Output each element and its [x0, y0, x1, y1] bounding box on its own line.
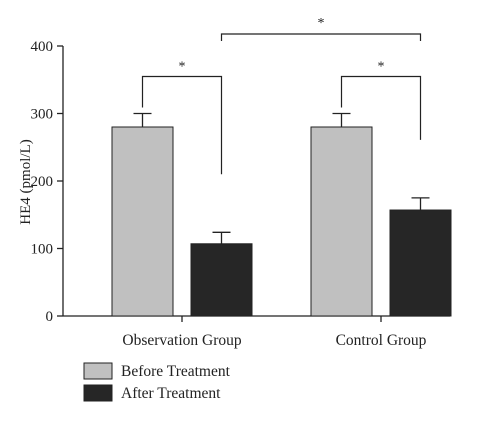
axes: 0 100 200 300 400 Observation Group Control Gr…	[31, 39, 450, 349]
significance-bracket	[141, 75, 223, 175]
significance-star: *	[378, 60, 385, 75]
legend-swatch	[83, 384, 113, 402]
bar	[310, 126, 373, 317]
significance-brackets: * * *	[141, 16, 422, 175]
bar	[389, 209, 452, 317]
legend: Before Treatment After Treatment	[83, 362, 231, 402]
x-tick-label: Observation Group	[122, 332, 241, 349]
legend-swatch	[83, 362, 113, 380]
bar	[111, 126, 174, 317]
y-tick-label: 200	[31, 174, 54, 190]
bar	[190, 243, 253, 317]
significance-star: *	[318, 16, 325, 31]
y-tick-label: 0	[46, 309, 54, 325]
significance-star: *	[179, 60, 186, 75]
significance-bracket	[340, 75, 422, 140]
y-axis-title: HE4 (pmol/L)	[18, 139, 34, 224]
y-tick-label: 100	[31, 242, 54, 258]
legend-label: Before Treatment	[121, 363, 231, 380]
bars	[111, 112, 452, 317]
significance-bracket	[220, 33, 422, 41]
y-tick-label: 300	[31, 107, 54, 123]
x-tick-label: Control Group	[336, 332, 427, 349]
legend-label: After Treatment	[121, 385, 221, 402]
y-tick-label: 400	[31, 39, 54, 55]
